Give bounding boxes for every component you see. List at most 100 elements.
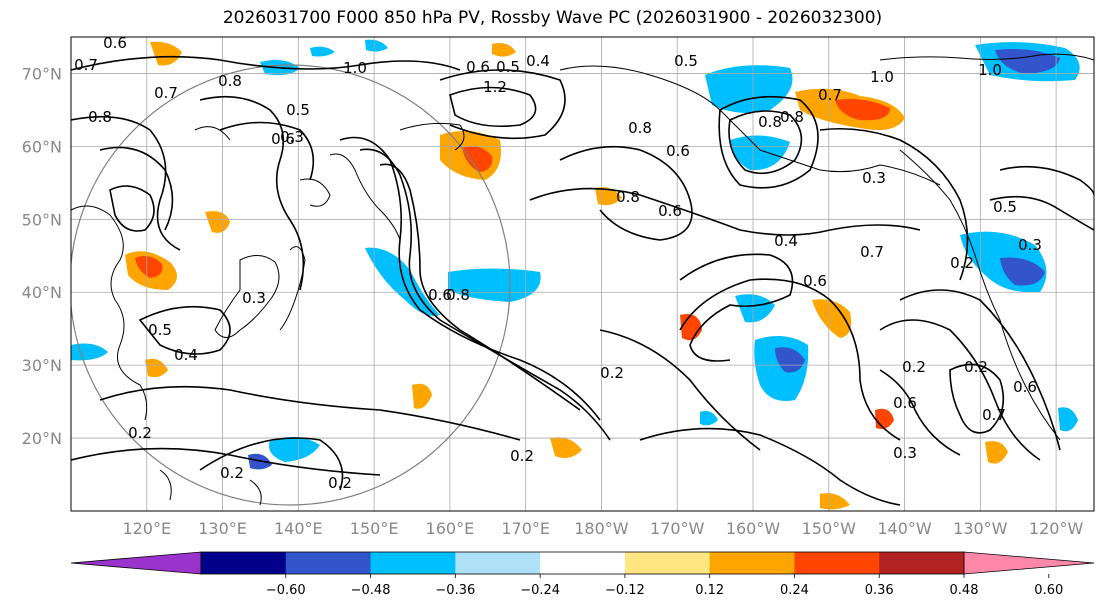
colorbar-max-extension <box>963 551 1095 575</box>
lon-tick-label: 170°W <box>650 519 705 538</box>
positive-anomaly-patch <box>205 211 230 233</box>
colorbar-segment <box>709 552 795 574</box>
reference-circle <box>71 64 511 506</box>
contour-label: 0.5 <box>286 101 310 119</box>
negative-anomaly-patch <box>269 436 320 462</box>
negative-anomaly-patch <box>1058 407 1078 432</box>
contour-label: 0.6 <box>893 394 917 412</box>
contour-label: 0.7 <box>74 56 98 74</box>
contour-label: 0.6 <box>271 130 295 148</box>
contour-labels: 0.6 0.7 0.8 0.7 0.8 0.5 0.6 1.0 0.4 0.6 0.5 1.2 0.5 1… <box>74 34 1042 492</box>
map-frame <box>70 36 1095 512</box>
contour-label: 0.7 <box>154 84 178 102</box>
colorbar-segment <box>624 552 711 574</box>
colorbar-tick-label: 0.12 <box>695 583 724 598</box>
contour-label: 0.2 <box>510 447 534 465</box>
negative-anomaly-patch <box>71 343 108 361</box>
contour-label: 0.2 <box>950 254 974 272</box>
colorbar-tick-label: 0.36 <box>865 583 894 598</box>
colorbar-tick-label: −0.12 <box>605 583 645 598</box>
contour-label: 0.6 <box>803 272 827 290</box>
contour-label: 0.2 <box>902 358 926 376</box>
negative-anomaly-patch <box>775 347 805 373</box>
contour-label: 0.6 <box>428 286 452 304</box>
pv-contours <box>71 55 1094 506</box>
lon-tick-label: 170°E <box>501 519 550 538</box>
colorbar-segment <box>879 552 965 574</box>
contour-label: 0.3 <box>893 444 917 462</box>
lon-tick-label: 120°E <box>122 519 171 538</box>
positive-anomaly-patch <box>145 358 168 378</box>
contour-label: 0.3 <box>242 289 266 307</box>
map-title: 2026031700 F000 850 hPa PV, Rossby Wave … <box>222 8 883 28</box>
contour-label: 1.0 <box>870 68 894 86</box>
lon-tick-label: 160°W <box>726 519 781 538</box>
positive-anomaly-patch <box>835 99 890 121</box>
contour-label: 0.4 <box>174 346 198 364</box>
colorbar-tick-label: −0.60 <box>266 583 306 598</box>
contour-label: 1.2 <box>483 78 507 96</box>
lat-tick-label: 30°N <box>22 356 62 375</box>
contour-label: 0.6 <box>658 202 682 220</box>
lat-tick-label: 20°N <box>22 429 62 448</box>
lon-tick-label: 130°W <box>953 519 1008 538</box>
colorbar-tick-label: 0.24 <box>780 583 809 598</box>
colorbar-tick-label: 0.48 <box>950 583 979 598</box>
contour-label: 0.5 <box>993 198 1017 216</box>
lat-tick-label: 60°N <box>22 137 62 156</box>
contour-label: 0.4 <box>526 52 550 70</box>
negative-anomaly-patch <box>705 65 793 114</box>
colorbar-tick-label: −0.36 <box>435 583 475 598</box>
contour-label: 0.2 <box>964 358 988 376</box>
lon-tick-label: 120°W <box>1029 519 1084 538</box>
positive-anomaly-patch <box>412 383 432 409</box>
lon-tick-label: 140°E <box>274 519 323 538</box>
contour-label: 0.8 <box>218 72 242 90</box>
positive-anomaly-patch <box>550 437 582 458</box>
contour-label: 0.8 <box>446 286 470 304</box>
positive-anomaly-patch <box>985 441 1008 464</box>
lon-tick-label: 130°E <box>198 519 247 538</box>
lon-tick-label: 140°W <box>877 519 932 538</box>
positive-anomaly-patch <box>150 41 182 66</box>
contour-label: 0.7 <box>818 86 842 104</box>
contour-label: 0.4 <box>774 232 798 250</box>
positive-anomaly-patch <box>135 256 163 278</box>
latitude-axis: 70°N 60°N 50°N 40°N 30°N 20°N <box>22 64 62 448</box>
colorbar-outline <box>200 551 965 575</box>
contour-label: 0.8 <box>628 119 652 137</box>
longitude-axis: 120°E 130°E 140°E 150°E 160°E 170°E 180°W 170°W… <box>122 519 1083 538</box>
contour-label: 0.3 <box>280 128 304 146</box>
contour-label: 0.6 <box>103 34 127 52</box>
contour-label: 0.5 <box>496 58 520 76</box>
colorbar-segment <box>370 552 456 574</box>
lon-tick-label: 160°E <box>426 519 475 538</box>
lon-tick-label: 180°W <box>574 519 629 538</box>
lat-tick-label: 70°N <box>22 64 62 83</box>
colorbar: −0.60 −0.48 −0.36 −0.24 −0.12 0.12 0.24 0.36 0.4… <box>70 551 1095 598</box>
contour-label: 1.0 <box>343 59 367 77</box>
colorbar-tick-label: −0.24 <box>520 583 560 598</box>
colorbar-segment <box>455 552 541 574</box>
contour-label: 0.7 <box>982 406 1006 424</box>
contour-label: 0.6 <box>666 142 690 160</box>
lat-tick-label: 50°N <box>22 210 62 229</box>
contour-label: 0.2 <box>328 474 352 492</box>
colorbar-tick-label: 0.60 <box>1034 583 1063 598</box>
contour-label: 0.5 <box>148 321 172 339</box>
contour-label: 0.2 <box>128 424 152 442</box>
negative-anomaly-patch <box>1000 257 1045 286</box>
contour-label: 0.2 <box>600 364 624 382</box>
colorbar-tick-label: −0.48 <box>351 583 391 598</box>
gridlines <box>71 37 1094 511</box>
contour-label: 0.3 <box>862 169 886 187</box>
contour-label: 0.8 <box>780 108 804 126</box>
negative-anomaly-patch <box>730 135 790 171</box>
negative-anomaly-patch <box>365 39 388 52</box>
colorbar-min-extension <box>70 551 202 575</box>
lon-tick-label: 150°E <box>350 519 399 538</box>
positive-anomaly-patch <box>812 299 852 338</box>
contour-label: 0.8 <box>88 108 112 126</box>
lon-tick-label: 150°W <box>802 519 857 538</box>
